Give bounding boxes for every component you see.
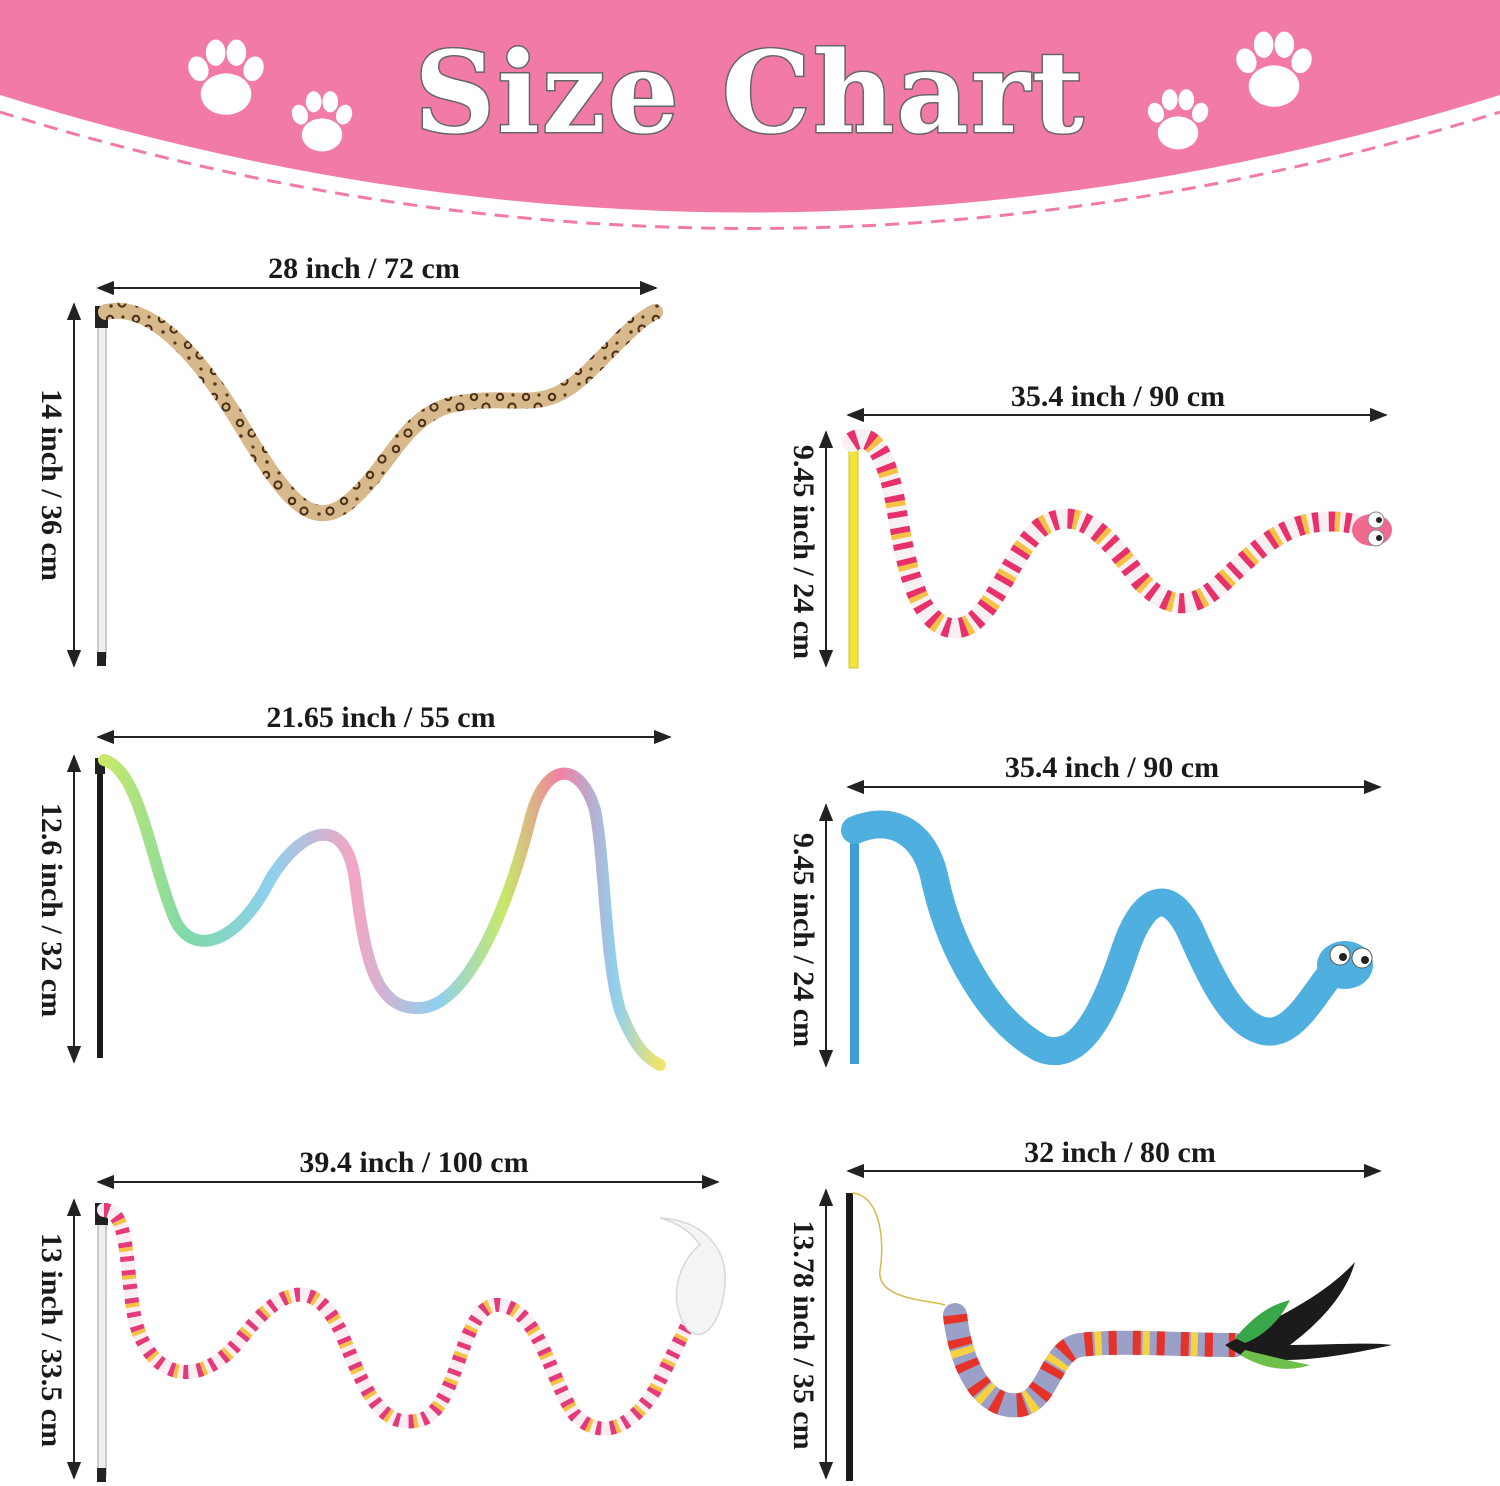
wand-handle-end — [97, 652, 106, 666]
height-label: 13.78 inch / 35 cm — [787, 1220, 820, 1449]
width-label: 21.65 inch / 55 cm — [266, 701, 495, 734]
wand-stick — [97, 317, 107, 659]
wand-stick — [846, 1193, 853, 1481]
black-feathers — [1225, 1262, 1392, 1362]
dashed-border — [0, 110, 1500, 230]
height-label: 13 inch / 33.5 cm — [35, 1233, 68, 1447]
height-label: 12.6 inch / 32 cm — [35, 803, 68, 1017]
wand-stick — [850, 826, 859, 1064]
height-label: 14 inch / 36 cm — [35, 389, 68, 581]
wand-stick — [97, 770, 103, 1058]
header-banner — [0, 0, 1500, 213]
toy-leopard-ribbon: 28 inch / 72 cm 14 inch / 36 cm — [35, 252, 663, 668]
width-label: 35.4 inch / 90 cm — [1005, 751, 1219, 784]
toy-rainbow-ribbon: 21.65 inch / 55 cm 12.6 inch / 32 cm — [35, 701, 672, 1071]
page-title: Size Chart — [414, 28, 1085, 159]
toy-feather-worm: 39.4 inch / 100 cm 13 inch / 33.5 cm — [35, 1146, 726, 1482]
wand-string — [851, 1192, 946, 1306]
wand-stick — [848, 445, 859, 669]
caterpillar-body — [943, 1313, 1236, 1418]
white-feather — [659, 1217, 726, 1336]
width-label: 39.4 inch / 100 cm — [299, 1146, 528, 1179]
width-label: 35.4 inch / 90 cm — [1011, 380, 1225, 413]
wand-stick — [97, 1213, 107, 1477]
height-label: 9.45 inch / 24 cm — [787, 445, 820, 659]
blue-worm-body — [841, 810, 1344, 1065]
wand-cap — [95, 758, 105, 774]
leopard-ribbon — [98, 302, 663, 522]
rainbow-ribbon — [98, 754, 666, 1071]
toy-striped-worm: 35.4 inch / 90 cm 9.45 inch / 24 cm — [787, 380, 1392, 669]
width-label: 28 inch / 72 cm — [268, 252, 460, 285]
width-label: 32 inch / 80 cm — [1024, 1136, 1216, 1169]
toy-caterpillar-feather: 32 inch / 80 cm 13.78 inch / 35 cm — [787, 1136, 1392, 1481]
height-label: 9.45 inch / 24 cm — [787, 833, 820, 1047]
toy-blue-worm: 35.4 inch / 90 cm 9.45 inch / 24 cm — [787, 751, 1382, 1068]
wand-handle-end — [97, 1468, 106, 1482]
striped-worm-body — [846, 428, 1376, 639]
feather-worm-body — [102, 1203, 697, 1436]
